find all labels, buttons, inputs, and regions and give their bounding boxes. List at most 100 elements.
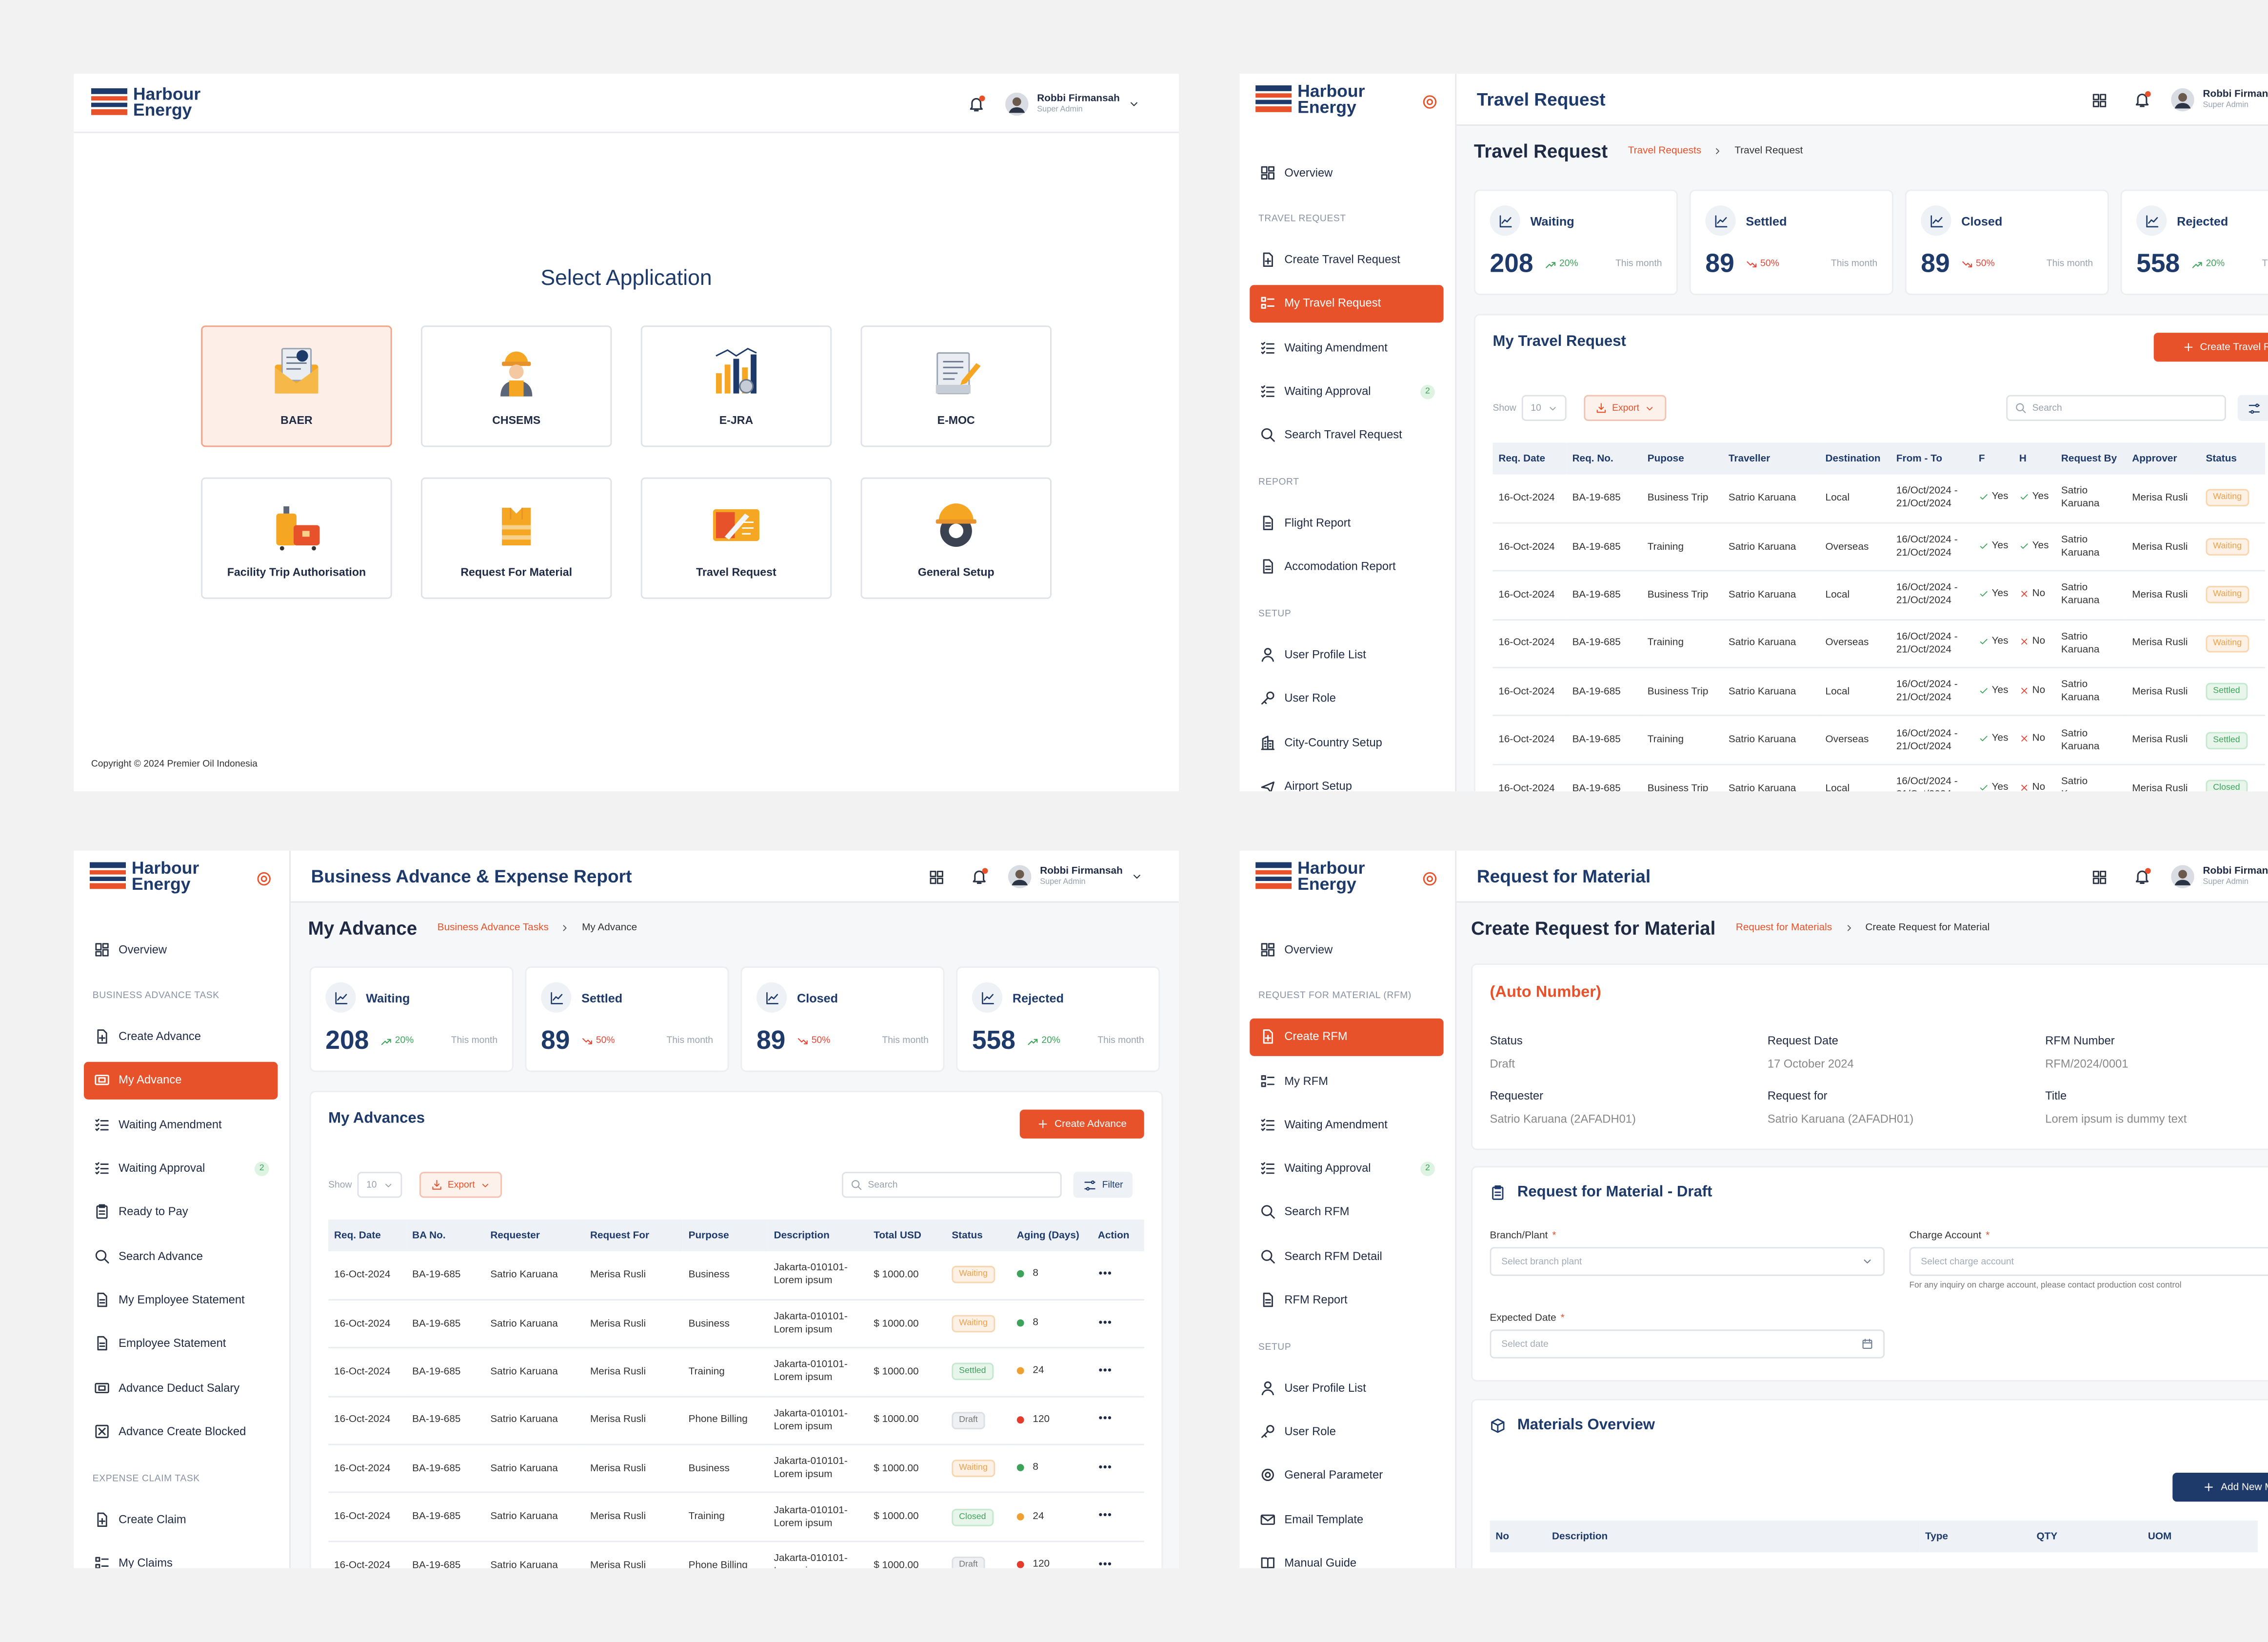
breadcrumb-link[interactable]: Request for Materials xyxy=(1735,923,1832,933)
notification-button[interactable] xyxy=(2133,91,2151,109)
nav-item[interactable]: User Profile List xyxy=(1250,633,1443,677)
app-card[interactable]: General Setup xyxy=(860,477,1052,599)
row-action[interactable] xyxy=(1098,1508,1113,1522)
app-card[interactable]: Facility Trip Authorisation xyxy=(201,477,392,599)
nav-item[interactable]: Overview xyxy=(84,927,278,971)
app-card[interactable]: BAER xyxy=(201,325,392,447)
nav-item[interactable]: Waiting Approval 2 xyxy=(1250,1146,1443,1190)
table-row[interactable]: 16-Oct-2024 BA-19-685 Training Satrio Karua… xyxy=(1492,716,2266,765)
table-row[interactable]: 16-Oct-2024 BA-19-685 Business Trip Satrio … xyxy=(1492,474,2266,524)
nav-item[interactable]: My Travel Request xyxy=(1250,284,1444,322)
nav-item[interactable]: General Parameter xyxy=(1250,1453,1443,1497)
row-action[interactable] xyxy=(1098,1266,1113,1281)
nav-item[interactable]: Create Claim xyxy=(84,1497,278,1541)
nav-item[interactable]: City-Country Setup xyxy=(1250,720,1443,764)
nav-item[interactable]: Create Travel Request xyxy=(1250,238,1443,282)
table-row[interactable]: 16-Oct-2024 BA-19-685 Satrio Karuana Merisa… xyxy=(328,1396,1144,1445)
nav-item[interactable]: Overview xyxy=(1250,150,1443,194)
page-size-select[interactable]: 10 xyxy=(1522,395,1566,421)
icon-part xyxy=(1260,1514,1275,1524)
table-row[interactable]: 16-Oct-2024 BA-19-685 Training Satrio Karua… xyxy=(1492,522,2266,572)
nav-item[interactable]: Accomodation Report xyxy=(1250,545,1443,589)
row-action[interactable] xyxy=(1098,1411,1113,1425)
nav-item[interactable]: Waiting Amendment xyxy=(1250,326,1443,370)
apps-button[interactable] xyxy=(2091,92,2108,108)
field-input[interactable]: Select charge account xyxy=(1909,1247,2268,1276)
nav-item[interactable]: My Advance xyxy=(84,1061,278,1100)
nav-item[interactable]: Email Template xyxy=(1250,1497,1443,1541)
search-box[interactable]: Search xyxy=(2006,395,2226,421)
nav-item[interactable]: Search Advance xyxy=(84,1234,278,1278)
table-row[interactable]: 16-Oct-2024 BA-19-685 Satrio Karuana Merisa… xyxy=(328,1493,1144,1542)
nav-item[interactable]: Waiting Amendment xyxy=(1250,1102,1443,1146)
nav-item[interactable]: Waiting Approval 2 xyxy=(1250,370,1443,414)
add-material-button[interactable]: Add New Material xyxy=(2172,1472,2268,1502)
table-row[interactable]: 16-Oct-2024 BA-19-685 Satrio Karuana Merisa… xyxy=(328,1300,1144,1349)
nav-item[interactable]: Flight Report xyxy=(1250,501,1443,545)
table-row[interactable]: 16-Oct-2024 BA-19-685 Business Trip Satrio … xyxy=(1492,667,2266,717)
nav-item[interactable]: Create Advance xyxy=(84,1015,278,1059)
page-size-select[interactable]: 10 xyxy=(358,1172,401,1198)
app-card[interactable]: CHSEMS xyxy=(420,325,612,447)
icon-part xyxy=(2021,736,2028,742)
table-row[interactable]: 16-Oct-2024 BA-19-685 Training Satrio Karua… xyxy=(1492,619,2266,669)
nav-item[interactable]: Employee Statement xyxy=(84,1322,278,1366)
nav-item[interactable]: My Employee Statement xyxy=(84,1278,278,1322)
nav-item[interactable]: Create RFM xyxy=(1250,1018,1444,1056)
row-action[interactable] xyxy=(1098,1556,1113,1568)
nav-item[interactable]: Search Travel Request xyxy=(1250,414,1443,458)
nav-item[interactable]: User Role xyxy=(1250,1409,1443,1453)
nav-item[interactable]: Overview xyxy=(1250,927,1443,971)
nav-item[interactable]: Search RFM xyxy=(1250,1190,1443,1234)
field-input[interactable]: Select date xyxy=(1490,1329,1885,1359)
create-button[interactable]: Create Travel Request xyxy=(2153,333,2268,362)
nav-item[interactable]: RFM Report xyxy=(1250,1278,1443,1322)
app-card[interactable]: E-MOC xyxy=(860,325,1052,447)
row-action[interactable] xyxy=(1098,1314,1113,1329)
apps-button[interactable] xyxy=(2091,869,2108,885)
nav-item[interactable]: Ready to Pay xyxy=(84,1190,278,1234)
nav-item[interactable]: Waiting Approval 2 xyxy=(84,1146,278,1190)
export-button[interactable]: Export xyxy=(1583,395,1667,421)
notification-button[interactable] xyxy=(971,868,988,885)
notification-button[interactable] xyxy=(968,95,985,112)
breadcrumb-link[interactable]: Travel Requests xyxy=(1628,146,1702,157)
apps-button[interactable] xyxy=(929,869,945,885)
notification-button[interactable] xyxy=(2133,868,2151,885)
nav-item[interactable]: Waiting Amendment xyxy=(84,1102,278,1146)
table-row[interactable]: 16-Oct-2024 BA-19-685 Business Trip Satrio … xyxy=(1492,764,2266,792)
nav-item[interactable]: Airport Setup xyxy=(1250,764,1443,792)
cell-text: Satrio Karuana xyxy=(490,1512,558,1522)
nav-item[interactable]: My Claims xyxy=(84,1541,278,1568)
nav-item[interactable]: Manual Guide xyxy=(1250,1541,1443,1568)
row-action[interactable] xyxy=(1098,1362,1113,1377)
table-row[interactable]: 16-Oct-2024 BA-19-685 Business Trip Satrio … xyxy=(1492,571,2266,621)
table-row[interactable]: 16-Oct-2024 BA-19-685 Satrio Karuana Merisa… xyxy=(328,1444,1144,1494)
table-row[interactable]: 16-Oct-2024 BA-19-685 Satrio Karuana Merisa… xyxy=(328,1541,1144,1568)
search-box[interactable]: Search xyxy=(841,1172,1062,1198)
app-card[interactable]: Travel Request xyxy=(640,477,832,599)
table-row[interactable]: 16-Oct-2024 BA-19-685 Satrio Karuana Merisa… xyxy=(328,1348,1144,1397)
filter-button[interactable]: Filter xyxy=(1073,1172,1134,1198)
nav-item[interactable]: User Profile List xyxy=(1250,1365,1443,1409)
create-button[interactable]: Create Advance xyxy=(1019,1109,1144,1139)
app-card[interactable]: Request For Material xyxy=(420,477,612,599)
export-button[interactable]: Export xyxy=(418,1172,502,1198)
table-row[interactable]: 1Material name lorem ipsum is dummy text… xyxy=(1490,1552,2258,1568)
row-action[interactable] xyxy=(1098,1460,1113,1474)
app-card[interactable]: E-JRA xyxy=(640,325,832,447)
table-row[interactable]: 16-Oct-2024 BA-19-685 Satrio Karuana Merisa… xyxy=(328,1251,1144,1301)
nav-item[interactable]: Advance Deduct Salary xyxy=(84,1365,278,1409)
nav-item[interactable]: Advance Create Blocked xyxy=(84,1409,278,1453)
nav-item[interactable]: My RFM xyxy=(1250,1059,1443,1102)
field-input[interactable]: Select branch plant xyxy=(1490,1247,1885,1276)
nav-item[interactable]: Search RFM Detail xyxy=(1250,1234,1443,1278)
filter-button[interactable] xyxy=(2237,395,2268,421)
column-header: Purpose xyxy=(682,1219,768,1252)
nav-item[interactable]: User Role xyxy=(1250,677,1443,721)
breadcrumb-link[interactable]: Business Advance Tasks xyxy=(437,923,549,933)
